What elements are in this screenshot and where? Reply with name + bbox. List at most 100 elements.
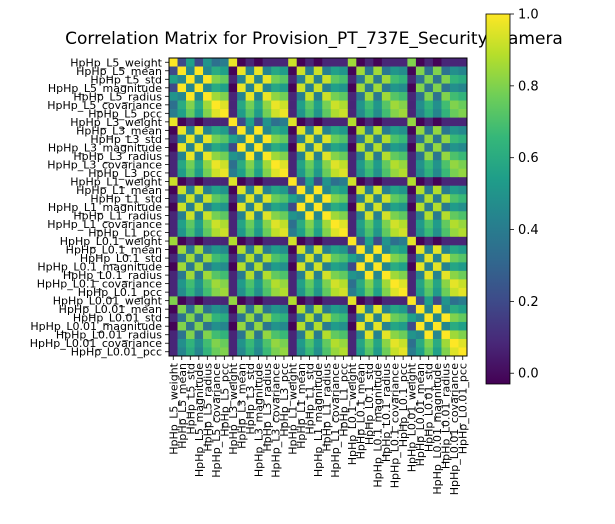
heatmap-cell [364,347,374,357]
heatmap-cell [237,143,246,153]
heatmap-cell [194,347,204,357]
heatmap-cell [211,219,221,229]
heatmap-cell [254,219,264,229]
heatmap-cell [415,245,425,255]
heatmap-cell [220,211,229,221]
heatmap-cell [330,321,340,331]
heatmap-cell [186,117,195,127]
heatmap-cell [279,151,289,161]
heatmap-cell [364,126,374,135]
heatmap-cell [441,262,451,272]
heatmap-cell [203,270,212,280]
heatmap-cell [262,151,272,161]
heatmap-cell [432,304,442,314]
heatmap-cell [194,270,204,280]
heatmap-cell [373,177,383,187]
heatmap-cell [262,177,272,187]
heatmap-cell [322,92,332,101]
row-tick-label: HpHp_L0.1_std [80,252,162,265]
heatmap-cell [347,202,357,212]
heatmap-cell [228,279,238,289]
heatmap-cell [441,151,451,161]
heatmap-cell [254,245,264,255]
heatmap-cell [458,219,468,229]
heatmap-cell [254,100,264,110]
heatmap-cell [177,58,187,67]
heatmap-cell [169,347,178,357]
heatmap-cell [262,134,272,144]
column-tick-label: HpHp_L1_magnitude [312,363,325,477]
heatmap-cell [245,109,255,118]
column-tick-label: HpHp_L1_radius [321,363,334,452]
heatmap-cell [407,262,417,272]
heatmap-cell [203,92,212,101]
row-tick-label: HpHp_L1_std [90,192,162,205]
heatmap-cell [203,66,212,76]
heatmap-cell [186,66,195,76]
row-tick-label: HpHp_L1_radius [73,210,162,223]
row-tick-label: HpHp_L0.01_covariance [30,337,162,350]
heatmap-cell [271,262,281,272]
heatmap-cell [407,134,417,144]
heatmap-cell [186,347,195,357]
heatmap-cell [432,296,442,306]
heatmap-cell [398,134,408,144]
heatmap-cell [296,194,306,204]
heatmap-cell [381,313,391,323]
heatmap-cell [364,194,374,204]
heatmap-cell [211,211,221,221]
heatmap-cell [449,228,459,238]
heatmap-cell [415,177,425,187]
heatmap-cell [424,245,434,255]
heatmap-cell [432,134,442,144]
heatmap-cell [305,304,315,314]
colorbar-tick-label: 0.0 [518,367,539,382]
heatmap-cell [390,134,400,144]
row-tick-label: HpHp_L0.1_covariance [37,278,162,291]
heatmap-cell [211,134,221,144]
heatmap-cell [279,202,289,212]
heatmap-cell [373,143,383,153]
heatmap-cell [347,228,357,238]
heatmap-cell [313,194,323,204]
heatmap-cell [407,296,417,306]
heatmap-cell [305,66,315,76]
heatmap-cell [203,253,212,263]
heatmap-cell [441,236,451,246]
heatmap-cell [330,117,340,127]
heatmap-cell [390,92,400,101]
heatmap-cell [254,304,264,314]
heatmap-cell [169,134,178,144]
heatmap-cell [262,168,272,178]
heatmap-cell [245,313,255,323]
heatmap-cell [245,202,255,212]
heatmap-cell [347,75,357,84]
heatmap-cell [330,126,340,135]
heatmap-cell [339,185,349,195]
heatmap-cell [330,330,340,340]
heatmap-cell [458,228,468,238]
heatmap-cell [330,185,340,195]
heatmap-cell [424,347,434,357]
row-tick-label: HpHp_L5_weight [70,56,162,69]
heatmap-cell [390,168,400,178]
heatmap-cell [373,211,383,221]
heatmap-cell [245,245,255,255]
heatmap-cell [398,262,408,272]
heatmap-cell [424,92,434,101]
heatmap-cell [407,202,417,212]
heatmap-cell [364,330,374,340]
heatmap-cell [356,58,366,67]
heatmap-cell [254,177,264,187]
heatmap-cell [203,304,212,314]
heatmap-cell [211,245,221,255]
heatmap-cell [441,83,451,93]
row-tick-label: HpHp_L5_mean [76,65,162,78]
heatmap-cell [364,177,374,187]
heatmap-cell [220,228,229,238]
heatmap-cell [398,160,408,170]
heatmap-cell [194,262,204,272]
heatmap-cell [262,228,272,238]
heatmap-cell [245,279,255,289]
heatmap-cell [407,270,417,280]
